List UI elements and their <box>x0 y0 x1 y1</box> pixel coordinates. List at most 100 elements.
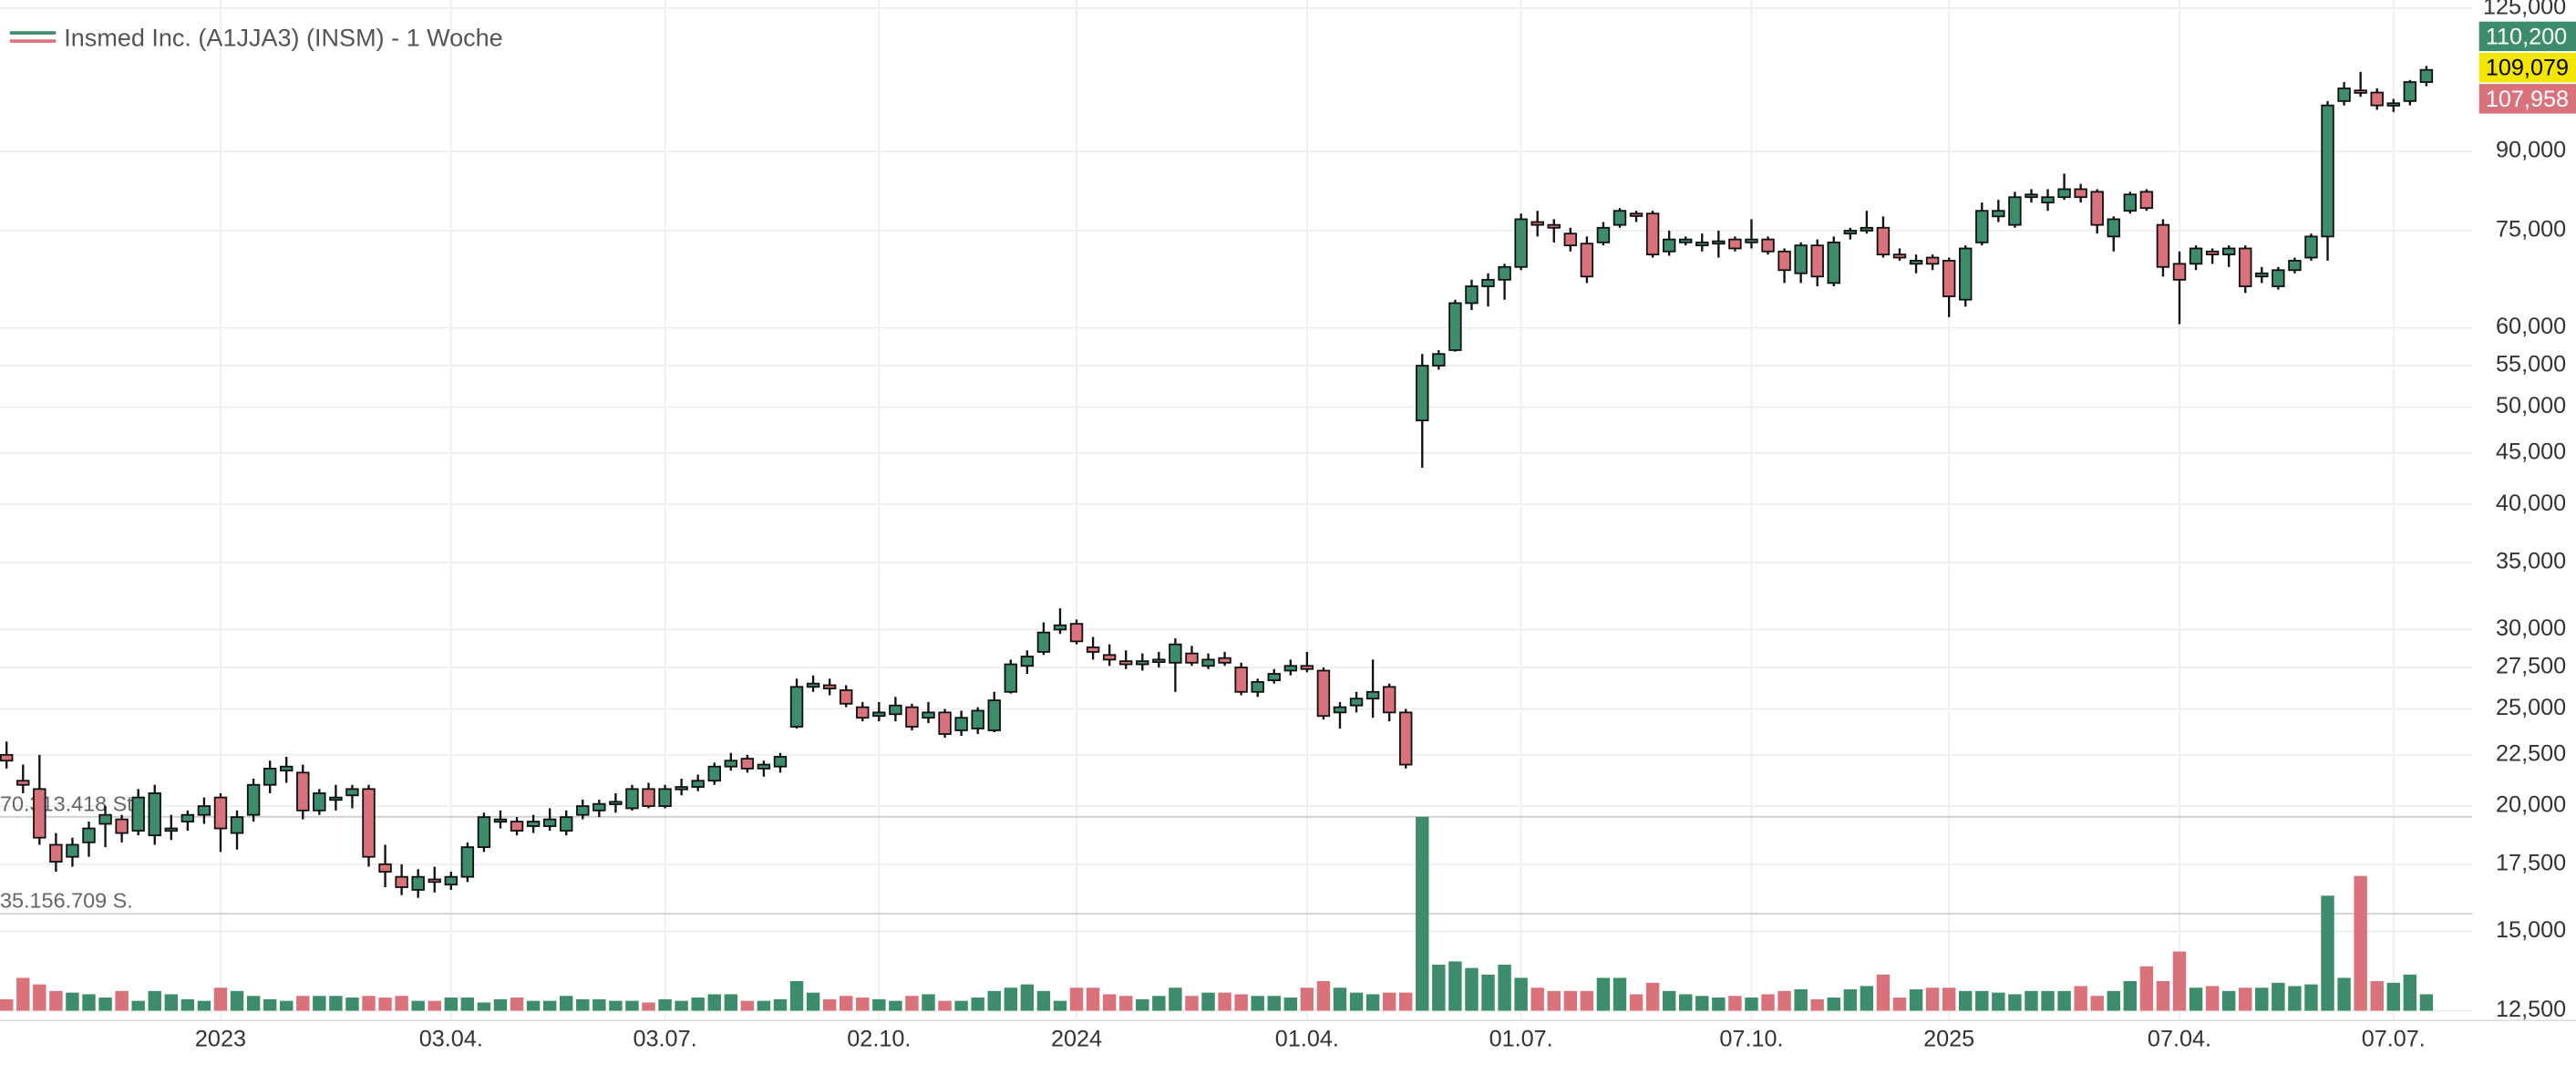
candle-body <box>1481 278 1495 287</box>
volume-bar <box>889 1000 902 1011</box>
candle-body <box>938 711 952 735</box>
volume-bar <box>1925 987 1940 1011</box>
candle-body <box>213 796 228 830</box>
candle-body <box>954 717 968 731</box>
candle-body <box>1086 646 1100 653</box>
volume-bar <box>1827 998 1840 1011</box>
candle-body <box>2403 81 2417 102</box>
volume-bar <box>1892 998 1907 1011</box>
candle-body <box>840 689 853 705</box>
volume-bar <box>560 996 573 1011</box>
volume-bar <box>1201 992 1215 1011</box>
volume-bar <box>2255 987 2269 1011</box>
volume-bar <box>2272 982 2285 1011</box>
volume-bar <box>1316 981 1331 1011</box>
volume-bar <box>658 998 672 1011</box>
candle-body <box>757 763 771 770</box>
candle-body <box>1234 667 1248 693</box>
volume-bar <box>1745 998 1758 1011</box>
candle-body <box>411 875 425 891</box>
candle-body <box>345 788 359 797</box>
x-tick-label: 03.07. <box>634 1027 697 1052</box>
candle-body <box>675 786 688 791</box>
candle-body <box>428 878 441 884</box>
volume-bar <box>1909 989 1923 1011</box>
volume-bar <box>428 1000 441 1011</box>
candle-body <box>0 753 14 762</box>
candle-body <box>2321 104 2334 238</box>
candle-body <box>1036 631 1051 653</box>
volume-bar <box>1333 987 1347 1011</box>
candle-body <box>1136 660 1149 666</box>
volume-bar <box>954 1000 968 1011</box>
volume-bar <box>82 994 96 1011</box>
candle-body <box>889 704 902 716</box>
x-tick-label: 02.10. <box>847 1027 911 1052</box>
volume-bar <box>345 998 359 1011</box>
volume-bar <box>2304 984 2318 1011</box>
volume-bar <box>576 998 590 1011</box>
volume-bar <box>1432 964 1446 1011</box>
candle-body <box>197 805 211 816</box>
volume-bar <box>2139 966 2154 1011</box>
candle-body <box>1102 654 1117 661</box>
volume-bar <box>806 992 820 1011</box>
candle-body <box>493 818 508 823</box>
candle-body <box>2139 191 2154 210</box>
volume-bar <box>395 996 408 1011</box>
candle-body <box>66 843 79 858</box>
volume-bar <box>2386 982 2400 1011</box>
volume-bar <box>33 984 46 1011</box>
y-tick-label: 35,000 <box>2496 549 2566 574</box>
candle-body <box>1596 226 1611 243</box>
volume-bar <box>822 998 837 1011</box>
volume-bar <box>1530 987 1544 1011</box>
candle-body <box>2090 191 2104 226</box>
volume-bar <box>1283 998 1298 1011</box>
candle-body <box>658 788 672 807</box>
volume-bar <box>296 996 310 1011</box>
volume-bar <box>2156 981 2170 1011</box>
candle-body <box>2386 102 2400 107</box>
candle-body <box>1959 247 1973 301</box>
y-tick-label: 90,000 <box>2496 138 2566 163</box>
volume-bar <box>2288 986 2302 1011</box>
volume-bar <box>329 996 343 1011</box>
volume-bar <box>1596 977 1611 1011</box>
candle-body <box>2123 193 2138 212</box>
candle-body <box>148 792 161 837</box>
volume-bar <box>542 1000 557 1011</box>
volume-bar <box>148 990 161 1011</box>
candle-body <box>164 827 179 832</box>
volume-bar <box>1267 996 1281 1011</box>
candle-body <box>313 792 326 812</box>
volume-bar <box>98 998 112 1011</box>
candle-body <box>2156 223 2170 268</box>
volume-bar <box>1136 998 1149 1011</box>
candle-body <box>2370 91 2384 107</box>
candle-body <box>2041 196 2055 204</box>
y-tick-label: 25,000 <box>2496 695 2566 720</box>
volume-bar <box>1514 977 1528 1011</box>
volume-bar <box>362 996 376 1011</box>
candle-body <box>2354 89 2367 94</box>
volume-bar <box>922 994 935 1011</box>
candle-body <box>2337 87 2351 102</box>
volume-bar <box>526 1000 541 1011</box>
volume-bar <box>493 998 508 1011</box>
x-tick-label: 2025 <box>1923 1027 1974 1052</box>
candle-body <box>1416 365 1429 422</box>
volume-bar <box>66 992 79 1011</box>
candle-body <box>642 788 655 807</box>
volume-pane: 70.313.418 St. 35.156.709 S. <box>0 791 2473 1011</box>
y-tick-label: 55,000 <box>2496 352 2566 377</box>
volume-bar <box>2354 875 2367 1011</box>
volume-bar <box>592 998 606 1011</box>
candle-body <box>2255 272 2269 278</box>
candle-body <box>560 816 573 832</box>
candle-body <box>280 765 294 772</box>
volume-bar <box>707 994 721 1011</box>
candle-body <box>1530 221 1544 226</box>
candle-body <box>16 780 30 786</box>
